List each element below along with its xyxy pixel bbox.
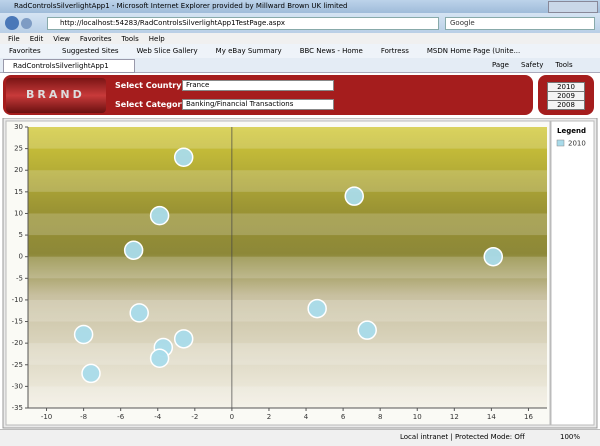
y-tick-label: 10	[14, 209, 23, 217]
x-tick-label: -4	[154, 413, 162, 421]
scatter-point	[344, 186, 364, 206]
x-tick-label: 6	[341, 413, 346, 421]
favorite-link[interactable]: MSDN Home Page (Unite...	[426, 47, 521, 55]
plot-band	[28, 127, 547, 149]
forward-button[interactable]	[21, 18, 32, 29]
title-bar: RadControlsSilverlightApp1 - Microsoft I…	[0, 0, 600, 13]
plot-band	[28, 343, 547, 365]
plot-band	[28, 299, 547, 322]
plot-band	[28, 386, 547, 408]
status-bar: Local intranet | Protected Mode: Off 100…	[0, 429, 600, 446]
legend-label: 2010	[568, 140, 586, 148]
plot-background	[28, 127, 547, 408]
x-tick-label: 10	[413, 413, 422, 421]
x-tick-label: 14	[487, 413, 496, 421]
y-tick-label: 0	[19, 253, 23, 261]
menu-item[interactable]: Tools	[121, 35, 139, 43]
menu-item[interactable]: Edit	[29, 35, 44, 43]
favorite-link[interactable]: My eBay Summary	[215, 47, 282, 55]
plot-band	[28, 213, 547, 236]
toolbar-menu[interactable]: Page	[492, 61, 509, 69]
favorite-link[interactable]: Suggested Sites	[62, 47, 119, 55]
legend-title: Legend	[557, 127, 586, 135]
address-field[interactable]: http://localhost:54283/RadControlsSilver…	[47, 17, 439, 30]
category-value: Banking/Financial Transactions	[186, 100, 294, 108]
y-tick-label: -5	[16, 274, 23, 282]
country-label: Select Country	[115, 81, 182, 90]
y-tick-label: 25	[14, 145, 23, 153]
favorite-link[interactable]: Web Slice Gallery	[136, 47, 198, 55]
y-tick-label: 5	[19, 231, 23, 239]
favorites-bar: Favorites Suggested Sites Web Slice Galle…	[0, 44, 600, 59]
plot-band	[28, 256, 547, 279]
x-tick-label: -10	[41, 413, 52, 421]
y-tick-label: -30	[12, 382, 23, 390]
scatter-point	[73, 324, 94, 345]
y-tick-label: -15	[12, 318, 23, 326]
scatter-point	[123, 240, 144, 260]
x-tick-label: -8	[80, 413, 87, 421]
country-dropdown[interactable]: France	[182, 80, 334, 91]
scatter-point	[129, 303, 149, 323]
scatter-point	[173, 147, 194, 168]
back-button[interactable]	[5, 16, 19, 30]
scatter-point	[149, 348, 170, 369]
menu-item[interactable]: Help	[148, 35, 165, 43]
x-tick-label: 4	[304, 413, 309, 421]
country-value: France	[186, 81, 210, 89]
tab[interactable]: RadControlsSilverlightApp1	[3, 59, 135, 73]
x-tick-label: -2	[191, 413, 198, 421]
category-label: Select Category	[115, 100, 187, 109]
address-bar-row: http://localhost:54283/RadControlsSilver…	[0, 13, 600, 33]
x-tick-label: -6	[117, 413, 125, 421]
favorites-button[interactable]: Favorites	[9, 47, 41, 55]
x-tick-label: 16	[524, 413, 533, 421]
menu-bar: File Edit View Favorites Tools Help	[0, 33, 600, 44]
plot-band	[28, 170, 547, 192]
menu-item[interactable]: Favorites	[79, 35, 112, 43]
toolbar-menu[interactable]: Safety	[520, 61, 544, 69]
tab-title: RadControlsSilverlightApp1	[13, 62, 109, 70]
tab-bar: RadControlsSilverlightApp1 Page Safety Too…	[0, 58, 600, 73]
scatter-point	[357, 320, 377, 340]
app-header: BRAND Select Country France Select Categ…	[0, 73, 600, 118]
menu-item[interactable]: View	[53, 35, 70, 43]
toolbar-menu[interactable]: Tools	[555, 61, 573, 69]
zoom-level: 100%	[560, 433, 581, 441]
x-tick-label: 8	[378, 413, 382, 421]
menu-item[interactable]: File	[8, 35, 20, 43]
scatter-point	[483, 246, 503, 267]
y-tick-label: -35	[12, 404, 23, 412]
y-tick-label: 20	[14, 166, 23, 174]
address-text: http://localhost:54283/RadControlsSilver…	[60, 19, 286, 27]
status-zone: Local intranet | Protected Mode: Off	[400, 433, 525, 441]
category-dropdown[interactable]: Banking/Financial Transactions	[182, 99, 334, 110]
y-tick-label: -10	[12, 296, 23, 304]
window-title: RadControlsSilverlightApp1 - Microsoft I…	[14, 2, 348, 10]
logo: BRAND	[6, 78, 106, 113]
legend-marker	[556, 139, 565, 147]
scatter-point	[149, 205, 170, 226]
window-controls[interactable]	[548, 1, 598, 13]
x-tick-label: 12	[450, 413, 459, 421]
legend-panel	[550, 120, 595, 426]
chart: Legend -35-30-25-20-15-10-5051015202530-…	[2, 118, 598, 429]
search-label: Google	[450, 19, 475, 27]
scatter-point	[81, 363, 101, 384]
x-tick-label: 2	[267, 413, 271, 421]
favorite-link[interactable]: Fortress	[380, 47, 409, 55]
year-option[interactable]: 2008	[547, 100, 585, 110]
logo-text: BRAND	[26, 88, 85, 101]
y-tick-label: 30	[14, 123, 23, 131]
favorite-link[interactable]: BBC News - Home	[299, 47, 363, 55]
search-field[interactable]: Google	[445, 17, 595, 30]
x-tick-label: 0	[230, 413, 234, 421]
y-tick-label: -20	[12, 339, 23, 347]
y-tick-label: -25	[12, 361, 23, 369]
scatter-point	[307, 298, 327, 319]
y-tick-label: 15	[14, 188, 23, 196]
scatter-point	[173, 329, 194, 349]
